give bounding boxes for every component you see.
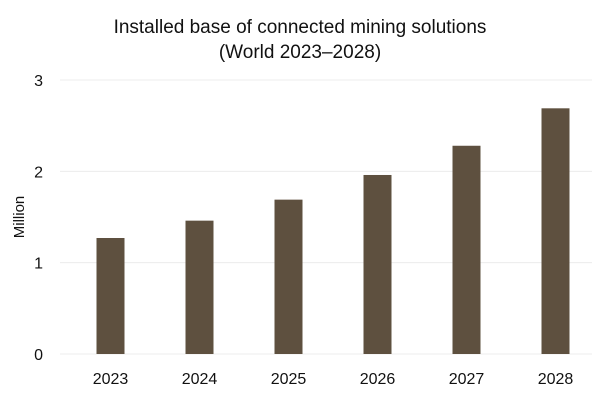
x-tick-label: 2026 [360, 371, 396, 388]
y-tick-label: 2 [34, 164, 43, 181]
bars [96, 108, 570, 355]
x-tick-label: 2025 [271, 371, 307, 388]
y-tick-label: 3 [34, 73, 43, 90]
gridlines [60, 79, 592, 355]
bar-2026 [363, 174, 392, 354]
y-tick-label: 1 [34, 256, 43, 273]
chart-title-line-2: (World 2023–2028) [219, 42, 381, 63]
bar-2023 [96, 238, 125, 354]
x-tick-label: 2028 [538, 371, 574, 388]
y-tick-label: 0 [34, 347, 43, 364]
bar-2025 [274, 199, 303, 354]
bar-2027 [452, 145, 481, 354]
chart-title-line-1: Installed base of connected mining solut… [114, 17, 487, 38]
bar-2024 [185, 220, 214, 354]
x-tick-label: 2023 [93, 371, 129, 388]
x-tick-label: 2024 [182, 371, 218, 388]
y-tick-labels: 0 1 2 3 [34, 73, 43, 364]
x-tick-labels: 2023 2024 2025 2026 2027 2028 [93, 371, 574, 388]
x-tick-label: 2027 [449, 371, 485, 388]
bar-2028 [541, 108, 570, 355]
y-axis-label: Million [11, 196, 28, 239]
